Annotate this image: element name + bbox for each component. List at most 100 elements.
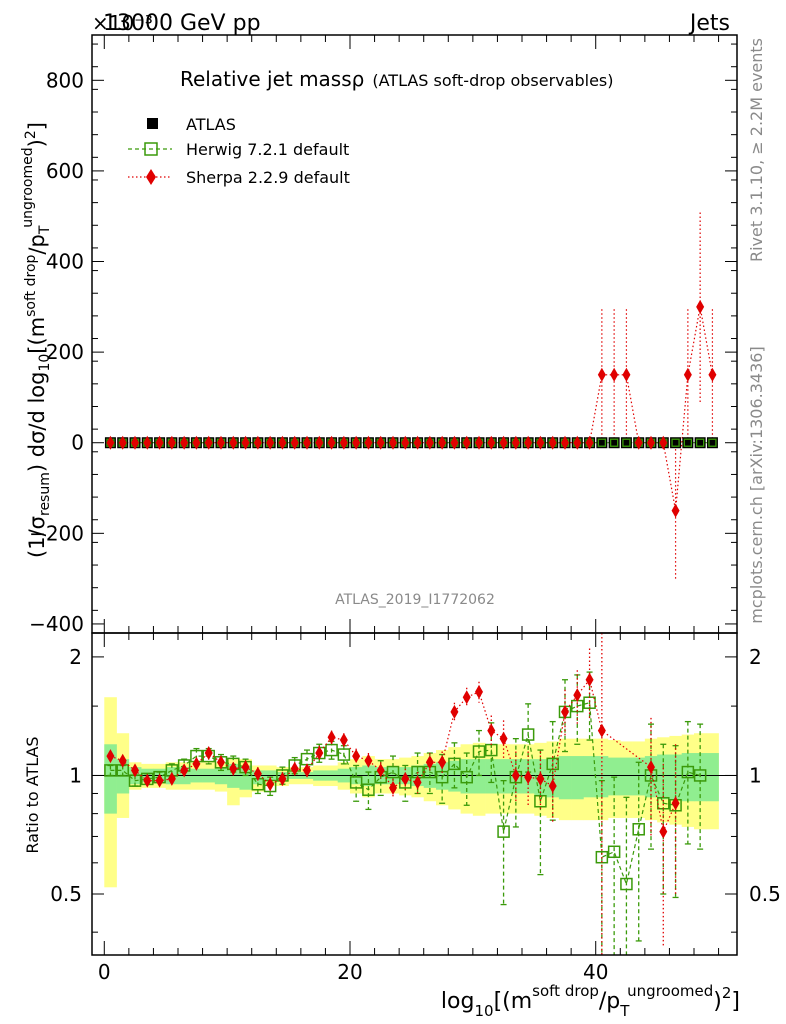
sherpa-ratio-point — [376, 763, 385, 778]
main-y-tick-label: 200 — [46, 340, 84, 364]
herwig-ratio-point — [386, 765, 400, 779]
sherpa-ratio-point — [475, 684, 483, 699]
sherpa-ratio-point — [106, 749, 115, 764]
herwig-ratio-point — [607, 845, 621, 859]
sherpa-main-point — [253, 435, 262, 450]
sherpa-ratio-point — [487, 723, 496, 738]
sherpa-ratio-point — [180, 763, 189, 778]
sherpa-main-point — [180, 435, 189, 450]
sherpa-ratio-point — [253, 766, 262, 781]
sherpa-ratio-point — [573, 688, 582, 703]
sherpa-main-point — [389, 435, 397, 450]
atlas-main-point — [620, 437, 632, 449]
sherpa-main-point — [659, 435, 668, 450]
sherpa-main-point — [352, 435, 361, 450]
sherpa-ratio-point — [597, 723, 606, 738]
main-y-axis-label: (1/σresum) dσ/d log10[(msoft drop/pTungr… — [20, 122, 53, 558]
sherpa-ratio-point — [561, 704, 569, 719]
ratio-y-axis-label: Ratio to ATLAS — [23, 736, 42, 853]
sherpa-ratio-point — [548, 779, 557, 794]
sherpa-main-point — [155, 435, 164, 450]
sherpa-main-point — [450, 435, 459, 450]
sherpa-main-point — [303, 435, 311, 450]
sherpa-ratio-point — [499, 731, 508, 746]
sherpa-main-point — [487, 435, 496, 450]
chart-title: Relative jet massρ (ATLAS soft-drop obser… — [180, 67, 613, 91]
sherpa-ratio-point — [389, 780, 397, 795]
sherpa-main-point — [278, 435, 287, 450]
herwig-main-point — [622, 438, 631, 447]
sherpa-ratio-point — [671, 796, 680, 811]
sherpa-main-point — [229, 435, 238, 450]
herwig-ratio-point — [325, 743, 338, 757]
watermark: ATLAS_2019_I1772062 — [335, 592, 495, 608]
herwig-ratio-point — [448, 757, 461, 771]
sherpa-ratio-point — [364, 753, 373, 768]
herwig-main-point — [695, 438, 705, 447]
sherpa-main-point — [376, 435, 385, 450]
ratio-band-inner — [694, 753, 707, 802]
herwig-main-point — [708, 438, 717, 447]
atlas-main-point — [694, 437, 706, 449]
ratio-band-inner — [620, 757, 633, 796]
sherpa-main-point — [438, 435, 447, 450]
sherpa-ratio-point — [217, 755, 225, 770]
sherpa-main-point — [499, 435, 508, 450]
ratio-band-inner — [485, 759, 498, 794]
herwig-main-point — [671, 438, 680, 447]
sherpa-ratio-point — [511, 768, 520, 783]
sherpa-main-line — [110, 306, 713, 511]
legend-marker-herwig — [144, 142, 158, 156]
sherpa-ratio-point — [413, 775, 422, 790]
main-y-tick-label: 0 — [71, 431, 84, 455]
sherpa-main-point — [511, 435, 520, 450]
sherpa-ratio-point — [118, 753, 127, 768]
sherpa-ratio-point — [339, 733, 348, 748]
herwig-ratio-point — [349, 776, 363, 789]
atlas-main-point — [682, 437, 694, 449]
atlas-main-point — [596, 437, 608, 449]
sherpa-main-point — [683, 367, 692, 382]
sherpa-ratio-point — [524, 770, 533, 785]
ratio-y-tick-label: 0.5 — [50, 882, 82, 906]
ratio-y-tick-label-right: 2 — [749, 645, 762, 669]
sherpa-ratio-point — [143, 773, 152, 788]
ratio-x-tick-label: 20 — [337, 960, 362, 984]
sherpa-main-point — [413, 435, 422, 450]
ratio-band-inner — [595, 756, 609, 798]
sherpa-main-point — [573, 435, 582, 450]
sherpa-main-point — [610, 367, 619, 382]
atlas-main-point — [670, 437, 682, 449]
sherpa-main-point — [597, 367, 606, 382]
ratio-y-tick-label-right: 1 — [749, 763, 762, 787]
sherpa-ratio-point — [401, 771, 410, 786]
sherpa-main-point — [536, 435, 545, 450]
chart-title-main: Relative jet massρ — [180, 67, 364, 91]
sherpa-main-point — [708, 367, 717, 382]
herwig-main-point — [597, 438, 607, 447]
sherpa-ratio-point — [647, 760, 655, 775]
herwig-ratio-point — [693, 769, 707, 782]
sherpa-main-point — [118, 435, 127, 450]
main-y-tick-label: −200 — [29, 521, 84, 545]
ratio-band-inner — [239, 765, 253, 790]
ratio-y-tick-label-right: 0.5 — [749, 882, 781, 906]
sherpa-ratio-point — [462, 690, 471, 705]
legend: ATLAS Herwig 7.2.1 default Sherpa 2.2.9 … — [128, 115, 350, 187]
herwig-main-point — [683, 438, 693, 447]
sherpa-main-point — [548, 435, 557, 450]
sherpa-ratio-point — [167, 771, 176, 786]
sherpa-ratio-point — [536, 771, 545, 786]
sherpa-ratio-point — [425, 755, 434, 770]
sherpa-main-point — [364, 435, 373, 450]
ratio-band-inner — [583, 756, 597, 798]
sherpa-main-point — [217, 435, 225, 450]
legend-label-atlas: ATLAS — [186, 115, 236, 134]
herwig-ratio-point — [497, 825, 510, 838]
ratio-band-inner — [104, 744, 117, 814]
sherpa-ratio-point — [303, 763, 311, 778]
sherpa-ratio-point — [659, 824, 668, 839]
sherpa-main-point — [315, 435, 324, 450]
sherpa-main-point — [143, 435, 152, 450]
sherpa-main-point — [106, 435, 115, 450]
